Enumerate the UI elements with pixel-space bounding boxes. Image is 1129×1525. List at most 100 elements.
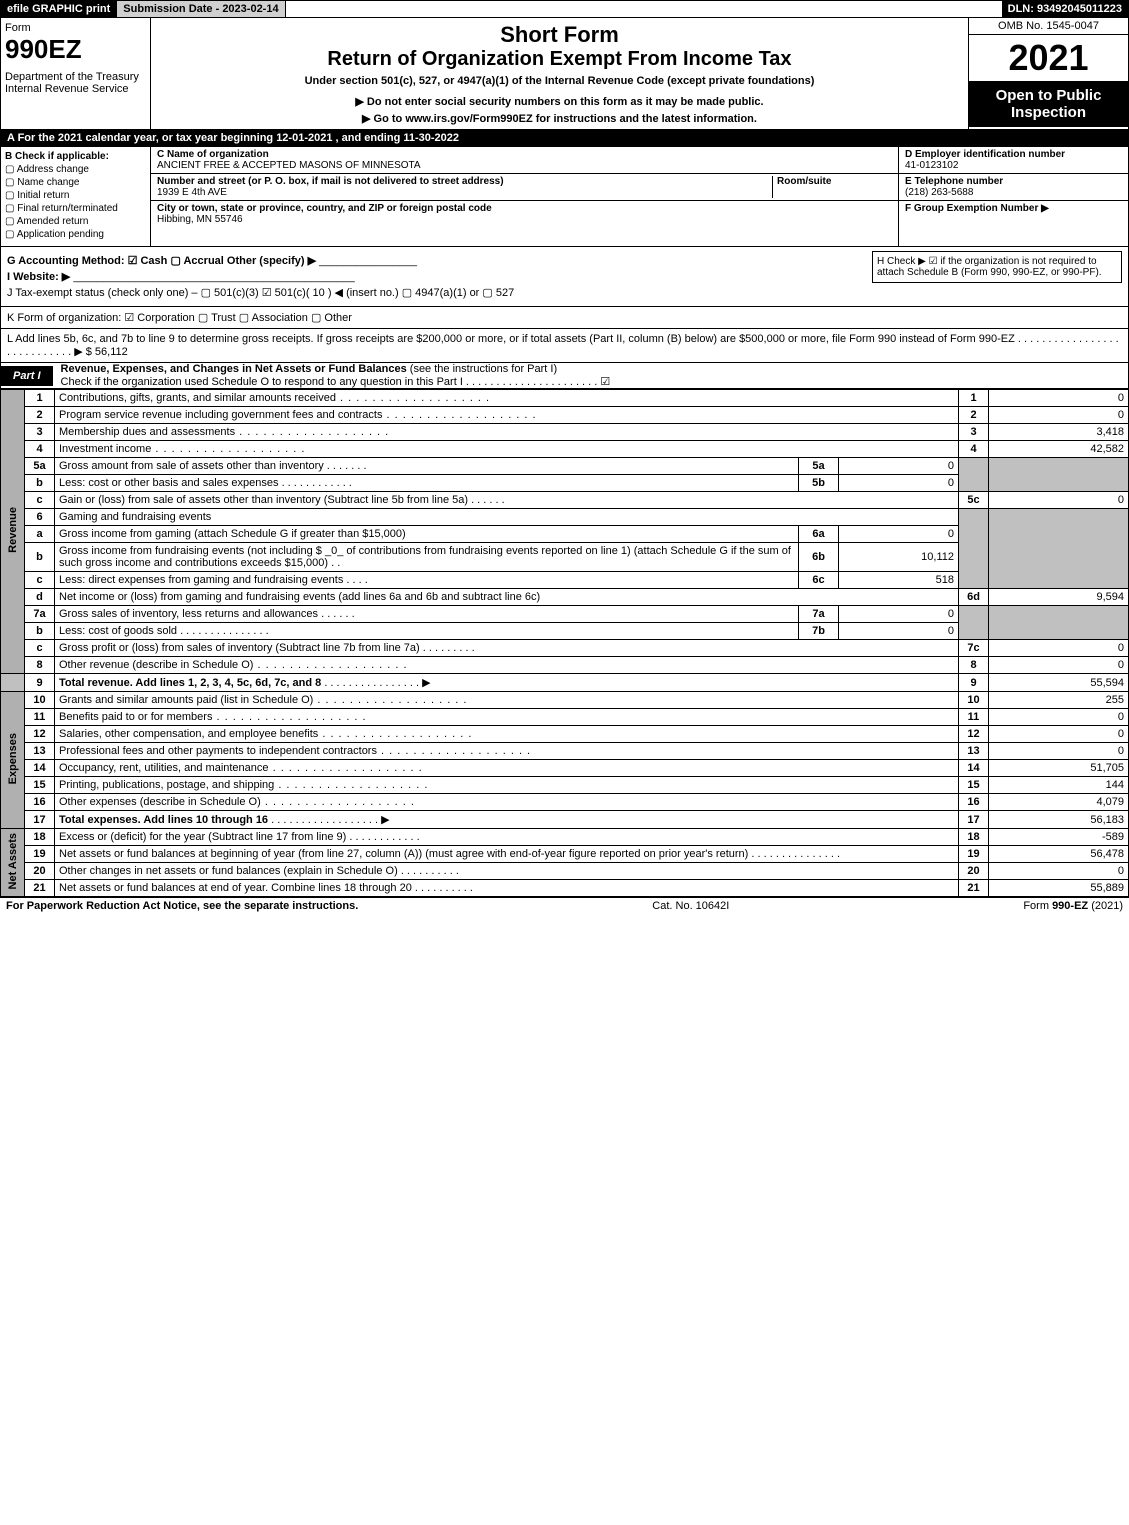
l6b: Gross income from fundraising events (no… — [59, 545, 791, 569]
sv6c: 518 — [839, 572, 959, 589]
footer-right: Form 990-EZ (2021) — [1023, 900, 1123, 912]
part1-title: Revenue, Expenses, and Changes in Net As… — [61, 363, 407, 375]
v13: 0 — [989, 743, 1129, 760]
line-l: L Add lines 5b, 6c, and 7b to line 9 to … — [0, 329, 1129, 363]
v11: 0 — [989, 709, 1129, 726]
l7a: Gross sales of inventory, less returns a… — [59, 608, 318, 620]
l6a: Gross income from gaming (attach Schedul… — [59, 528, 406, 540]
v18: -589 — [989, 829, 1129, 846]
col-def: D Employer identification number 41-0123… — [898, 147, 1128, 246]
l10: Grants and similar amounts paid (list in… — [59, 694, 313, 706]
b-title: B Check if applicable: — [5, 151, 109, 162]
org-name: ANCIENT FREE & ACCEPTED MASONS OF MINNES… — [157, 160, 421, 171]
v8: 0 — [989, 657, 1129, 674]
chk-final[interactable]: Final return/terminated — [5, 203, 146, 214]
v2: 0 — [989, 407, 1129, 424]
v6d: 9,594 — [989, 589, 1129, 606]
l7c: Gross profit or (loss) from sales of inv… — [59, 642, 420, 654]
v20: 0 — [989, 863, 1129, 880]
top-bar: efile GRAPHIC print Submission Date - 20… — [0, 0, 1129, 18]
chk-name[interactable]: Name change — [5, 177, 146, 188]
sv6b: 10,112 — [839, 543, 959, 572]
line-h: H Check ▶ ☑ if the organization is not r… — [872, 251, 1122, 283]
f-lab: F Group Exemption Number ▶ — [905, 203, 1049, 214]
line-k: K Form of organization: ☑ Corporation ▢ … — [0, 307, 1129, 329]
title: Return of Organization Exempt From Incom… — [161, 48, 958, 71]
v15: 144 — [989, 777, 1129, 794]
l8: Other revenue (describe in Schedule O) — [59, 659, 253, 671]
part1-check: Check if the organization used Schedule … — [61, 376, 611, 388]
goto[interactable]: ▶ Go to www.irs.gov/Form990EZ for instru… — [161, 112, 958, 125]
v1: 0 — [989, 390, 1129, 407]
v16: 4,079 — [989, 794, 1129, 811]
part1-sub: (see the instructions for Part I) — [410, 363, 557, 375]
warn: ▶ Do not enter social security numbers o… — [161, 95, 958, 108]
phone: (218) 263-5688 — [905, 187, 973, 198]
block-bf: B Check if applicable: Address change Na… — [0, 147, 1129, 247]
l21: Net assets or fund balances at end of ye… — [59, 882, 412, 894]
l13: Professional fees and other payments to … — [59, 745, 377, 757]
v7c: 0 — [989, 640, 1129, 657]
l5c: Gain or (loss) from sale of assets other… — [59, 494, 468, 506]
l12: Salaries, other compensation, and employ… — [59, 728, 318, 740]
sv5b: 0 — [839, 475, 959, 492]
form-number: 990EZ — [5, 34, 146, 65]
v12: 0 — [989, 726, 1129, 743]
side-revenue: Revenue — [1, 390, 25, 674]
part1-tag: Part I — [1, 366, 53, 386]
chk-address[interactable]: Address change — [5, 164, 146, 175]
row-a: A For the 2021 calendar year, or tax yea… — [0, 130, 1129, 147]
form-word: Form — [5, 22, 146, 34]
efile-label[interactable]: efile GRAPHIC print — [1, 1, 117, 17]
part1-hdr: Part I Revenue, Expenses, and Changes in… — [0, 363, 1129, 389]
form-header: Form 990EZ Department of the Treasury In… — [0, 18, 1129, 130]
v21: 55,889 — [989, 880, 1129, 897]
l15: Printing, publications, postage, and shi… — [59, 779, 274, 791]
l6: Gaming and fundraising events — [55, 509, 959, 526]
l6c: Less: direct expenses from gaming and fu… — [59, 574, 343, 586]
room-lab: Room/suite — [777, 176, 831, 187]
l18: Excess or (deficit) for the year (Subtra… — [59, 831, 346, 843]
v19: 56,478 — [989, 846, 1129, 863]
submission-date: Submission Date - 2023-02-14 — [117, 1, 285, 17]
v3: 3,418 — [989, 424, 1129, 441]
chk-initial[interactable]: Initial return — [5, 190, 146, 201]
c-name-lab: C Name of organization — [157, 149, 269, 160]
c-street-lab: Number and street (or P. O. box, if mail… — [157, 176, 504, 187]
line-j: J Tax-exempt status (check only one) – ▢… — [7, 286, 1122, 299]
footer-mid: Cat. No. 10642I — [652, 900, 729, 912]
footer: For Paperwork Reduction Act Notice, see … — [0, 897, 1129, 914]
l20: Other changes in net assets or fund bala… — [59, 865, 398, 877]
l5b: Less: cost or other basis and sales expe… — [59, 477, 279, 489]
v10: 255 — [989, 692, 1129, 709]
l3: Membership dues and assessments — [59, 426, 235, 438]
street: 1939 E 4th AVE — [157, 187, 227, 198]
sv7a: 0 — [839, 606, 959, 623]
omb: OMB No. 1545-0047 — [969, 18, 1128, 35]
under: Under section 501(c), 527, or 4947(a)(1)… — [161, 75, 958, 87]
chk-pending[interactable]: Application pending — [5, 229, 146, 240]
v14: 51,705 — [989, 760, 1129, 777]
l11: Benefits paid to or for members — [59, 711, 212, 723]
l7b: Less: cost of goods sold — [59, 625, 177, 637]
dept: Department of the Treasury Internal Reve… — [5, 71, 146, 95]
sv5a: 0 — [839, 458, 959, 475]
l19: Net assets or fund balances at beginning… — [59, 848, 748, 860]
v4: 42,582 — [989, 441, 1129, 458]
sv7b: 0 — [839, 623, 959, 640]
v9: 55,594 — [989, 674, 1129, 692]
footer-left: For Paperwork Reduction Act Notice, see … — [6, 900, 358, 912]
short-form: Short Form — [161, 22, 958, 48]
col-c: C Name of organization ANCIENT FREE & AC… — [151, 147, 898, 246]
l16: Other expenses (describe in Schedule O) — [59, 796, 261, 808]
d-lab: D Employer identification number — [905, 149, 1065, 160]
l5a: Gross amount from sale of assets other t… — [59, 460, 324, 472]
chk-amended[interactable]: Amended return — [5, 216, 146, 227]
l17: Total expenses. Add lines 10 through 16 — [59, 814, 268, 826]
l9: Total revenue. Add lines 1, 2, 3, 4, 5c,… — [59, 677, 321, 689]
e-lab: E Telephone number — [905, 176, 1003, 187]
city: Hibbing, MN 55746 — [157, 214, 243, 225]
l4: Investment income — [59, 443, 151, 455]
v17: 56,183 — [989, 811, 1129, 829]
l1: Contributions, gifts, grants, and simila… — [59, 392, 336, 404]
